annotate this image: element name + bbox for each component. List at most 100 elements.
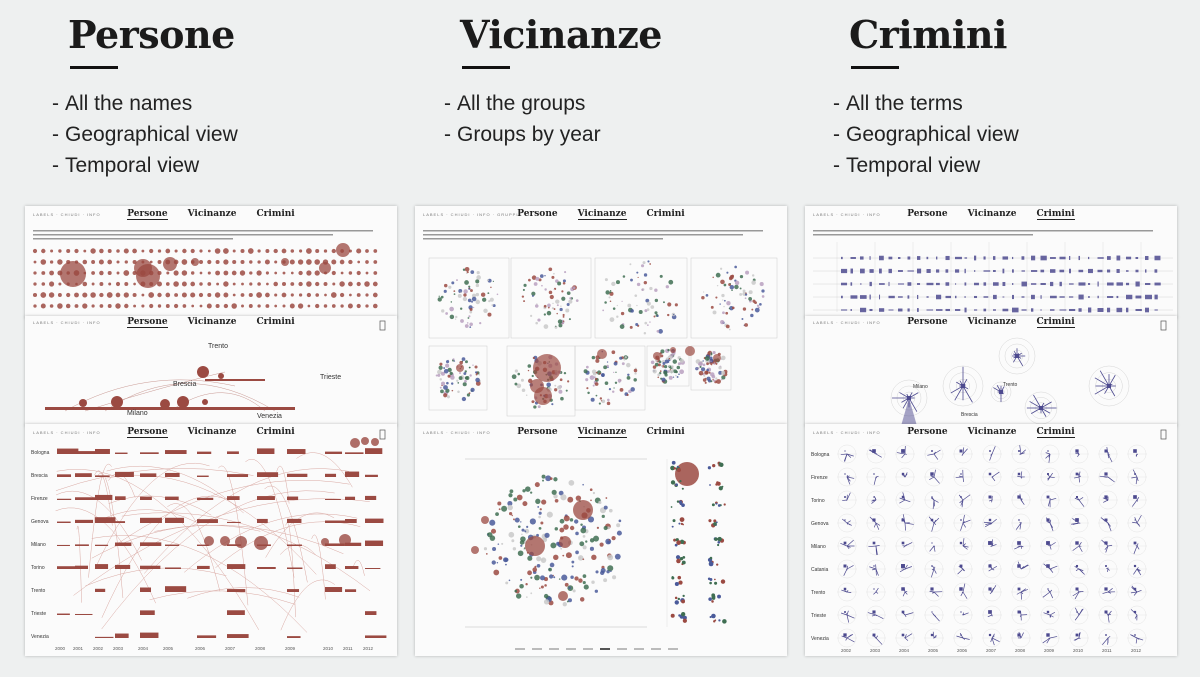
crimini-link-temporal[interactable]: - Temporal view — [833, 154, 981, 177]
radial-spoke — [1107, 613, 1112, 616]
vicinanze-groups-by-year-thumbnail[interactable]: LABELS · CHIUDI · INFO Persone Vicinanze C… — [415, 424, 787, 656]
group-dot — [708, 371, 711, 374]
name-dot — [49, 270, 54, 276]
persone-link-temporal[interactable]: - Temporal view — [52, 154, 200, 177]
crimini-link-all-terms[interactable]: - All the terms — [833, 92, 963, 115]
name-dot — [256, 270, 262, 276]
persone-geographical-thumbnail[interactable]: LABELS · CHIUDI · INFO Persone Vicinanze C… — [25, 316, 397, 426]
radial-spoke — [990, 522, 993, 525]
term-mark — [1116, 295, 1119, 299]
year-dot — [591, 580, 595, 584]
year-dot — [523, 547, 526, 549]
vicinanze-all-groups-thumbnail[interactable]: LABELS · CHIUDI · INFO · GRUPPI Persone V… — [415, 206, 787, 424]
temporal-arc — [94, 462, 210, 569]
group-dot — [712, 350, 716, 355]
term-mark — [1050, 309, 1055, 311]
group-dot — [480, 292, 486, 297]
radial-mark — [1104, 541, 1108, 545]
temporal-arc — [187, 587, 300, 599]
year-dot — [564, 582, 569, 587]
group-dot — [667, 355, 673, 361]
year-dot — [582, 534, 586, 538]
radial-spoke — [1049, 636, 1058, 639]
group-dot — [559, 378, 563, 382]
group-dot — [487, 292, 490, 295]
name-dot — [207, 292, 212, 298]
term-mark — [1069, 308, 1076, 312]
name-dot — [249, 271, 253, 275]
persone-all-names-thumbnail[interactable]: LABELS · CHIUDI · INFO Persone Vicinanze C… — [25, 206, 397, 318]
year-dot — [605, 497, 608, 499]
group-dot — [476, 275, 481, 280]
vicinanze-link-all-groups[interactable]: - All the groups — [444, 92, 586, 115]
term-mark — [1126, 282, 1130, 286]
group-dot — [654, 288, 658, 292]
crimini-geographical-thumbnail[interactable]: LABELS · CHIUDI · INFO Persone Vicinanze C… — [805, 316, 1177, 426]
radial-ring — [998, 337, 1036, 375]
crimini-all-terms-thumbnail[interactable]: LABELS · CHIUDI · INFO Persone Vicinanze C… — [805, 206, 1177, 318]
city-label: Genova — [811, 521, 829, 527]
radial-spoke — [846, 476, 855, 479]
year-dot — [539, 587, 541, 589]
group-dot — [450, 301, 453, 303]
name-dot — [108, 282, 112, 286]
term-mark — [1031, 308, 1034, 312]
radial-spoke — [1107, 635, 1111, 639]
year-dot — [603, 505, 608, 510]
term-mark — [926, 256, 929, 260]
name-dot — [66, 292, 71, 298]
crimini-link-geographical[interactable]: - Geographical view — [833, 123, 1019, 146]
year-dot — [517, 525, 521, 529]
term-mark — [1145, 294, 1152, 300]
group-dot — [633, 378, 637, 382]
name-dot — [82, 292, 88, 298]
side-dot — [671, 576, 675, 580]
radial-spoke — [1020, 545, 1023, 549]
radial-spoke — [1107, 452, 1110, 455]
radial-spoke — [1102, 591, 1109, 594]
term-mark — [926, 269, 931, 273]
term-mark — [1126, 270, 1129, 272]
group-dot — [619, 324, 625, 329]
group-dot — [761, 289, 765, 293]
persone-link-all-names[interactable]: - All the names — [52, 92, 193, 115]
radial-mark — [989, 450, 991, 452]
group-dot — [731, 274, 735, 278]
term-mark — [898, 257, 901, 259]
year-dot — [580, 523, 583, 527]
group-dot — [667, 348, 670, 352]
year-dot — [492, 546, 497, 552]
persone-link-geographical[interactable]: - Geographical view — [52, 123, 238, 146]
group-dot — [447, 367, 452, 373]
group-dot — [565, 308, 570, 313]
group-dot — [471, 293, 477, 298]
term-mark — [860, 307, 867, 313]
year-dot — [565, 552, 572, 559]
year-dot — [530, 576, 533, 579]
group-dot — [448, 285, 452, 289]
group-dot — [739, 275, 744, 279]
group-dot — [720, 279, 725, 285]
year-dot — [590, 499, 592, 502]
temporal-bar — [140, 452, 159, 454]
name-dot — [50, 249, 54, 253]
radial-spoke — [1074, 614, 1080, 621]
crimini-temporal-thumbnail[interactable]: LABELS · CHIUDI · INFO Persone Vicinanze C… — [805, 424, 1177, 656]
group-dot — [615, 371, 617, 373]
group-dot — [615, 280, 621, 285]
side-dot — [713, 578, 716, 581]
group-dot — [705, 370, 709, 375]
radial-spoke — [1014, 545, 1022, 550]
name-dot — [274, 271, 278, 275]
side-dot — [709, 556, 713, 560]
name-dot — [339, 292, 345, 298]
year-dot — [614, 553, 621, 560]
persone-temporal-thumbnail[interactable]: LABELS · CHIUDI · INFO Persone Vicinanze C… — [25, 424, 397, 656]
vicinanze-link-groups-by-year[interactable]: - Groups by year — [444, 123, 601, 146]
city-label: Firenze — [31, 496, 48, 502]
group-dot — [441, 381, 446, 386]
radial-spoke — [933, 499, 939, 503]
radial-spoke — [1107, 453, 1111, 456]
year-dot — [524, 530, 527, 533]
term-mark — [1097, 308, 1104, 312]
